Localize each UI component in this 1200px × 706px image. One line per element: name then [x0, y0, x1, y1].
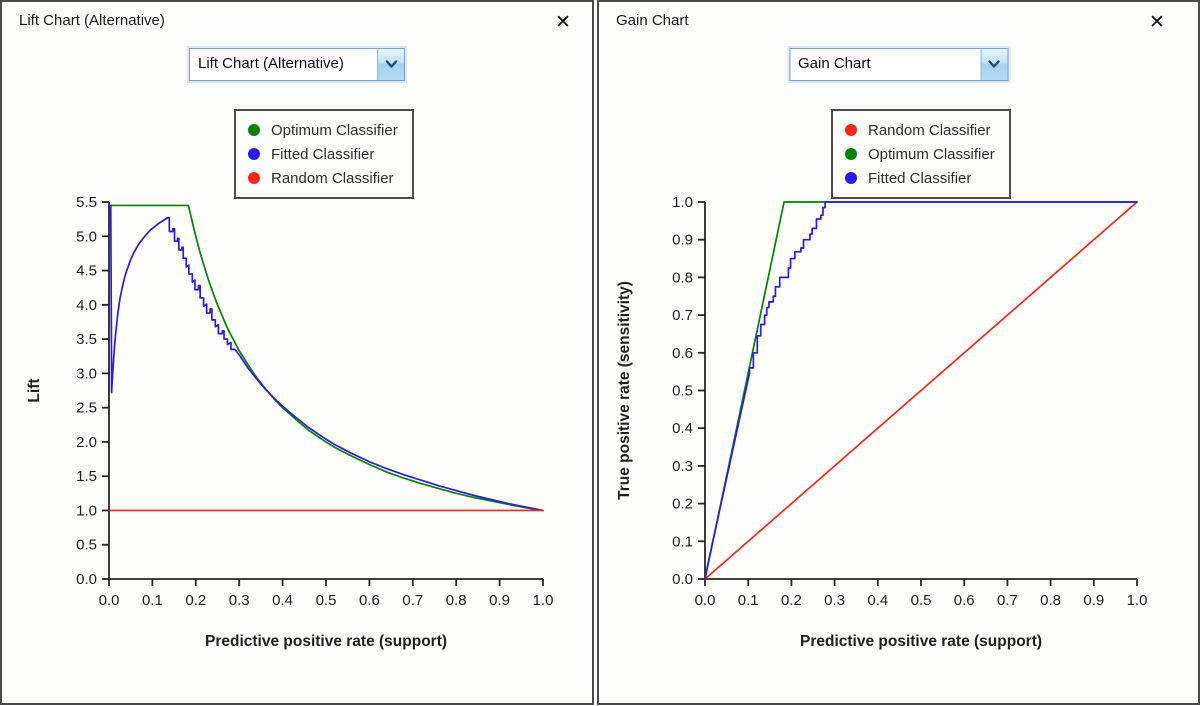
x-tick-label: 0.5	[316, 592, 337, 609]
y-tick-label: 0.2	[672, 496, 693, 513]
window-lift-chart: 0.0 0.1 0.2 0.3 0.4 0.5 0.6 0.7 0.8 0.9 1.0 0.0 0.5 1…	[0, 0, 594, 705]
window-title: Gain Chart	[616, 12, 689, 29]
lift-chart-plot: 0.0 0.1 0.2 0.3 0.4 0.5 0.6 0.7 0.8 0.9 1.0 0.0 0.5 1…	[26, 194, 554, 650]
legend-box: Optimum Classifier Fitted Classifier Rando…	[234, 109, 414, 199]
legend-item-label: Fitted Classifier	[271, 145, 375, 163]
gain-chart-plot: 0.0 0.1 0.2 0.3 0.4 0.5 0.6 0.7 0.8 0.9 1.0 0.0 0.1 0…	[616, 194, 1148, 650]
y-tick-label: 4.5	[76, 263, 97, 280]
x-tick-label: 0.9	[1083, 592, 1104, 609]
x-tick-label: 0.6	[954, 592, 975, 609]
y-axis-label: True positive rate (sensitivity)	[616, 281, 633, 500]
y-tick-label: 5.0	[76, 228, 97, 245]
axis-spines	[108, 202, 543, 580]
chevron-down-icon	[385, 57, 398, 72]
legend-item-label: Optimum Classifier	[868, 145, 995, 163]
dropdown-value[interactable]: Gain Chart	[790, 49, 980, 80]
x-tick-label: 0.1	[142, 592, 163, 609]
y-tick-label: 0.6	[672, 345, 693, 362]
legend-item-label: Fitted Classifier	[868, 169, 972, 187]
legend-item: Fitted Classifier	[845, 167, 995, 189]
legend-item-label: Random Classifier	[271, 169, 394, 187]
legend-marker-icon	[845, 172, 857, 184]
y-axis-label: Lift	[26, 378, 43, 402]
y-tick-label: 0.1	[672, 533, 693, 550]
y-tick-label: 1.5	[76, 468, 97, 485]
y-tick-label: 0.9	[672, 232, 693, 249]
chart-type-dropdown[interactable]: Lift Chart (Alternative)	[189, 48, 405, 81]
x-tick-label: 0.7	[997, 592, 1018, 609]
y-tick-label: 0.8	[672, 269, 693, 286]
y-tick-label: 5.5	[76, 194, 97, 211]
chevron-down-icon	[988, 57, 1001, 72]
legend-marker-icon	[845, 148, 857, 160]
x-tick-label: 0.3	[824, 592, 845, 609]
legend-item-label: Optimum Classifier	[271, 121, 398, 139]
y-tick-label: 1.0	[672, 194, 693, 211]
y-tick-label: 0.0	[672, 571, 693, 588]
window-title: Lift Chart (Alternative)	[19, 12, 165, 29]
x-tick-label: 0.8	[446, 592, 467, 609]
legend-item: Fitted Classifier	[248, 143, 398, 165]
legend-item: Random Classifier	[845, 119, 995, 141]
y-tick-label: 0.7	[672, 307, 693, 324]
close-icon[interactable]: ✕	[550, 10, 576, 36]
x-tick-label: 0.4	[867, 592, 888, 609]
x-tick-label: 0.4	[272, 592, 293, 609]
chart-type-dropdown[interactable]: Gain Chart	[789, 48, 1008, 81]
series-line-random-classifier	[704, 201, 1138, 580]
x-tick-label: 0.5	[911, 592, 932, 609]
x-tick-label: 0.6	[359, 592, 380, 609]
legend-item: Optimum Classifier	[248, 119, 398, 141]
y-tick-label: 1.0	[76, 502, 97, 519]
y-tick-label: 0.5	[672, 383, 693, 400]
x-tick-label: 0.1	[738, 592, 759, 609]
window-gain-chart: 0.0 0.1 0.2 0.3 0.4 0.5 0.6 0.7 0.8 0.9 1.0 0.0 0.1 0…	[597, 0, 1200, 705]
x-tick-label: 1.0	[1127, 592, 1148, 609]
dropdown-button[interactable]	[980, 49, 1007, 80]
x-tick-label: 1.0	[533, 592, 554, 609]
dropdown-button[interactable]	[377, 49, 404, 80]
series-line-optimum-classifier	[109, 204, 544, 512]
x-tick-label: 0.2	[781, 592, 802, 609]
y-tick-label: 3.0	[76, 365, 97, 382]
x-tick-label: 0.2	[185, 592, 206, 609]
x-axis-label: Predictive positive rate (support)	[800, 633, 1042, 650]
x-tick-label: 0.7	[402, 592, 423, 609]
legend-marker-icon	[248, 124, 260, 136]
legend-box: Random Classifier Optimum Classifier Fitte…	[831, 109, 1011, 199]
y-tick-label: 0.3	[672, 458, 693, 475]
legend-marker-icon	[248, 172, 260, 184]
x-tick-label: 0.9	[489, 592, 510, 609]
x-tick-label: 0.8	[1040, 592, 1061, 609]
dropdown-value[interactable]: Lift Chart (Alternative)	[190, 49, 377, 80]
legend-marker-icon	[248, 148, 260, 160]
x-tick-label: 0.0	[695, 592, 716, 609]
x-tick-label: 0.3	[229, 592, 250, 609]
y-tick-label: 0.0	[76, 571, 97, 588]
close-icon[interactable]: ✕	[1144, 10, 1170, 36]
y-tick-label: 0.5	[76, 537, 97, 554]
series-line-fitted-classifier	[109, 204, 544, 512]
legend-item: Random Classifier	[248, 167, 398, 189]
y-tick-label: 3.5	[76, 331, 97, 348]
y-tick-label: 2.0	[76, 434, 97, 451]
legend-item-label: Random Classifier	[868, 121, 991, 139]
x-axis-label: Predictive positive rate (support)	[205, 633, 447, 650]
legend-item: Optimum Classifier	[845, 143, 995, 165]
y-tick-label: 0.4	[672, 420, 693, 437]
x-tick-label: 0.0	[99, 592, 120, 609]
series-line-fitted-classifier	[704, 201, 1138, 580]
y-tick-label: 4.0	[76, 297, 97, 314]
y-tick-label: 2.5	[76, 400, 97, 417]
legend-marker-icon	[845, 124, 857, 136]
